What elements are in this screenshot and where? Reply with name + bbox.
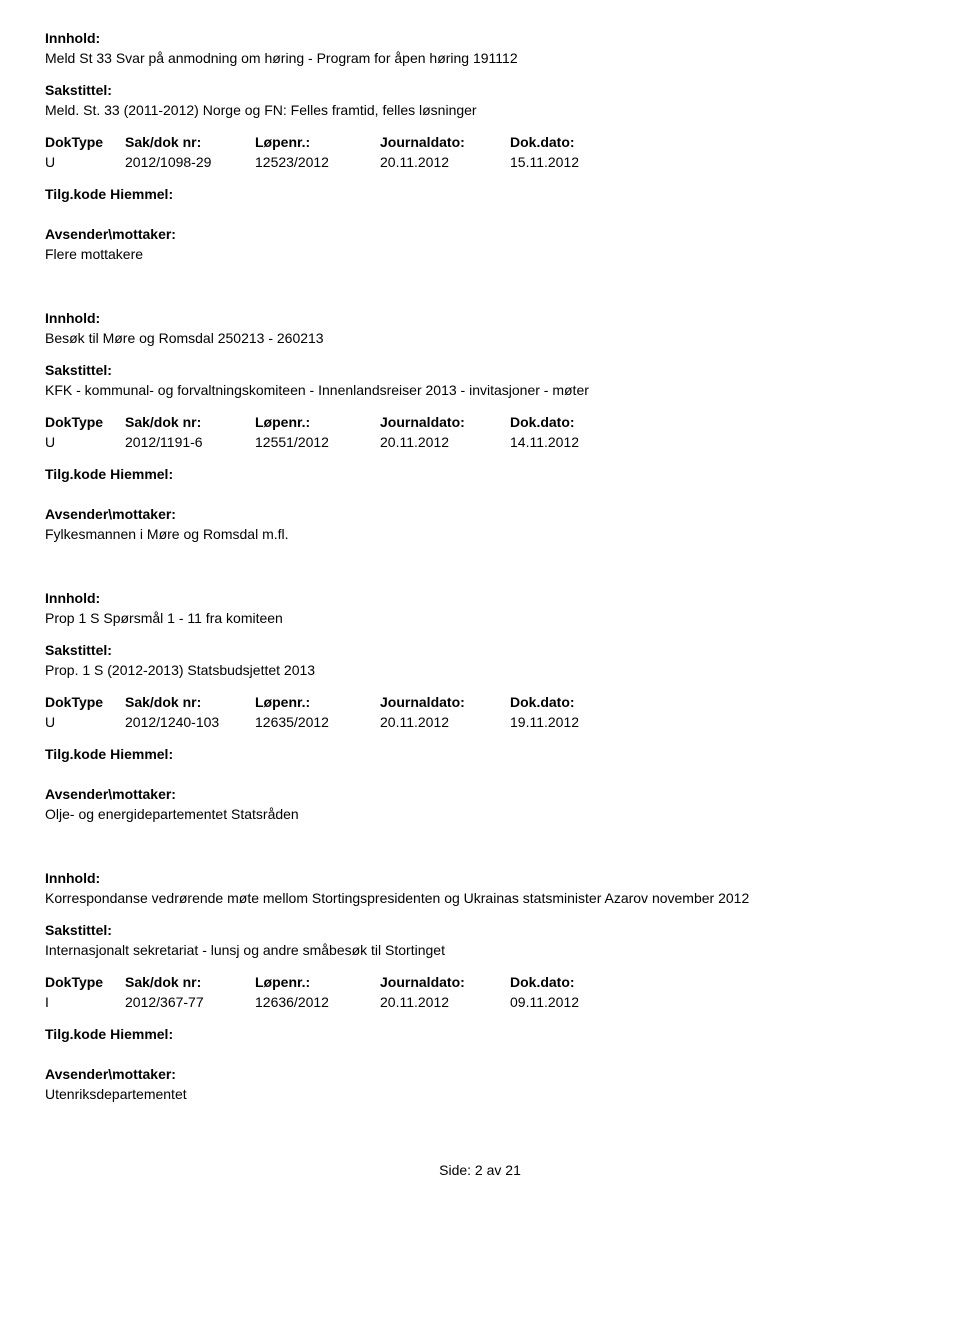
record: Innhold: Korrespondanse vedrørende møte m… [45,870,915,1102]
table-row: U2012/1240-10312635/201220.11.201219.11.… [45,714,915,730]
metadata-table: DokTypeSak/dok nr:Løpenr.:Journaldato:Do… [45,414,915,450]
saknr-value: 2012/367-77 [125,994,255,1010]
sakstittel-label: Sakstittel: [45,922,915,938]
avsender-value: Flere mottakere [45,246,915,262]
doktype-header: DokType [45,694,125,710]
saknr-value: 2012/1240-103 [125,714,255,730]
avsender-value: Fylkesmannen i Møre og Romsdal m.fl. [45,526,915,542]
table-row: I2012/367-7712636/201220.11.201209.11.20… [45,994,915,1010]
dokdato-value: 15.11.2012 [510,154,640,170]
doktype-value: I [45,994,125,1010]
lopenr-value: 12551/2012 [255,434,380,450]
tilgkode-hjemmel-label: Tilg.kode Hiemmel: [45,186,915,202]
lopenr-header: Løpenr.: [255,694,380,710]
avsender-block: Avsender\mottaker: Fylkesmannen i Møre og… [45,506,915,542]
sakstittel-label: Sakstittel: [45,362,915,378]
dokdato-header: Dok.dato: [510,414,640,430]
lopenr-header: Løpenr.: [255,974,380,990]
journaldato-header: Journaldato: [380,974,510,990]
dokdato-header: Dok.dato: [510,974,640,990]
page-footer: Side: 2 av 21 [45,1162,915,1178]
avsender-label: Avsender\mottaker: [45,226,915,242]
innhold-text: Besøk til Møre og Romsdal 250213 - 26021… [45,330,915,346]
sakstittel-text: Prop. 1 S (2012-2013) Statsbudsjettet 20… [45,662,915,678]
doktype-header: DokType [45,974,125,990]
innhold-label: Innhold: [45,590,915,606]
saknr-header: Sak/dok nr: [125,694,255,710]
avsender-block: Avsender\mottaker: Olje- og energideparte… [45,786,915,822]
doktype-value: U [45,714,125,730]
dokdato-header: Dok.dato: [510,134,640,150]
journaldato-header: Journaldato: [380,134,510,150]
saknr-value: 2012/1191-6 [125,434,255,450]
record: Innhold: Meld St 33 Svar på anmodning om … [45,30,915,262]
metadata-table: DokTypeSak/dok nr:Løpenr.:Journaldato:Do… [45,694,915,730]
lopenr-header: Løpenr.: [255,414,380,430]
sakstittel-label: Sakstittel: [45,642,915,658]
journaldato-header: Journaldato: [380,414,510,430]
journaldato-value: 20.11.2012 [380,994,510,1010]
tilgkode-hjemmel-label: Tilg.kode Hiemmel: [45,1026,915,1042]
innhold-label: Innhold: [45,310,915,326]
saknr-value: 2012/1098-29 [125,154,255,170]
lopenr-header: Løpenr.: [255,134,380,150]
innhold-text: Meld St 33 Svar på anmodning om høring -… [45,50,915,66]
table-headers: DokTypeSak/dok nr:Løpenr.:Journaldato:Do… [45,414,915,430]
journaldato-header: Journaldato: [380,694,510,710]
table-headers: DokTypeSak/dok nr:Løpenr.:Journaldato:Do… [45,974,915,990]
lopenr-value: 12636/2012 [255,994,380,1010]
avsender-value: Olje- og energidepartementet Statsråden [45,806,915,822]
innhold-label: Innhold: [45,870,915,886]
saknr-header: Sak/dok nr: [125,414,255,430]
record: Innhold: Prop 1 S Spørsmål 1 - 11 fra kom… [45,590,915,822]
doktype-header: DokType [45,414,125,430]
table-headers: DokTypeSak/dok nr:Løpenr.:Journaldato:Do… [45,134,915,150]
journaldato-value: 20.11.2012 [380,154,510,170]
lopenr-value: 12635/2012 [255,714,380,730]
saknr-header: Sak/dok nr: [125,974,255,990]
metadata-table: DokTypeSak/dok nr:Løpenr.:Journaldato:Do… [45,134,915,170]
doktype-value: U [45,154,125,170]
sakstittel-text: KFK - kommunal- og forvaltningskomiteen … [45,382,915,398]
dokdato-header: Dok.dato: [510,694,640,710]
innhold-text: Prop 1 S Spørsmål 1 - 11 fra komiteen [45,610,915,626]
avsender-label: Avsender\mottaker: [45,506,915,522]
metadata-table: DokTypeSak/dok nr:Løpenr.:Journaldato:Do… [45,974,915,1010]
dokdato-value: 09.11.2012 [510,994,640,1010]
record: Innhold: Besøk til Møre og Romsdal 250213… [45,310,915,542]
doktype-value: U [45,434,125,450]
avsender-value: Utenriksdepartementet [45,1086,915,1102]
avsender-label: Avsender\mottaker: [45,1066,915,1082]
tilgkode-hjemmel-label: Tilg.kode Hiemmel: [45,466,915,482]
sakstittel-text: Meld. St. 33 (2011-2012) Norge og FN: Fe… [45,102,915,118]
avsender-block: Avsender\mottaker: Flere mottakere [45,226,915,262]
innhold-label: Innhold: [45,30,915,46]
innhold-text: Korrespondanse vedrørende møte mellom St… [45,890,915,906]
doktype-header: DokType [45,134,125,150]
dokdato-value: 19.11.2012 [510,714,640,730]
avsender-label: Avsender\mottaker: [45,786,915,802]
table-row: U2012/1191-612551/201220.11.201214.11.20… [45,434,915,450]
journaldato-value: 20.11.2012 [380,434,510,450]
sakstittel-label: Sakstittel: [45,82,915,98]
table-row: U2012/1098-2912523/201220.11.201215.11.2… [45,154,915,170]
tilgkode-hjemmel-label: Tilg.kode Hiemmel: [45,746,915,762]
sakstittel-text: Internasjonalt sekretariat - lunsj og an… [45,942,915,958]
dokdato-value: 14.11.2012 [510,434,640,450]
avsender-block: Avsender\mottaker: Utenriksdepartementet [45,1066,915,1102]
saknr-header: Sak/dok nr: [125,134,255,150]
lopenr-value: 12523/2012 [255,154,380,170]
journaldato-value: 20.11.2012 [380,714,510,730]
table-headers: DokTypeSak/dok nr:Løpenr.:Journaldato:Do… [45,694,915,710]
